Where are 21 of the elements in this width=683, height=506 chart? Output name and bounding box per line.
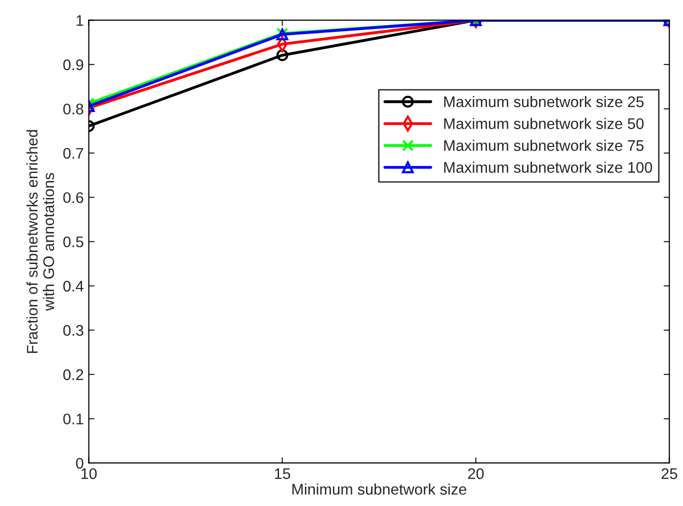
y-tick-label: 0.9 <box>63 59 84 70</box>
y-tick-label: 0.1 <box>63 414 84 424</box>
legend-label: Maximum subnetwork size 100 <box>444 162 652 173</box>
x-tick-label: 25 <box>662 468 678 480</box>
y-tick-label: 0.7 <box>63 148 84 159</box>
y-tick-label: 0.2 <box>63 369 84 380</box>
x-tick-label: 20 <box>468 468 484 480</box>
y-tick-label: 0.5 <box>63 236 84 248</box>
y-tick-label: 0.3 <box>63 325 84 336</box>
x-axis-title: Minimum subnetwork size <box>292 483 466 495</box>
y-axis-title: Fraction of subnetworks enriched with GO annotations <box>26 130 54 353</box>
y-tick-label: 0 <box>76 458 84 469</box>
x-tick-label: 15 <box>274 468 290 480</box>
legend-label: Maximum subnetwork size 50 <box>444 118 644 130</box>
y-tick-label: 0.4 <box>63 280 84 292</box>
x-tick-label: 10 <box>81 468 97 480</box>
legend-label: Maximum subnetwork size 75 <box>444 140 644 151</box>
legend-label: Maximum subnetwork size 25 <box>444 96 644 108</box>
y-tick-label: 0.8 <box>63 104 84 114</box>
y-tick-label: 1 <box>76 15 84 26</box>
y-tick-label: 0.6 <box>63 192 84 204</box>
